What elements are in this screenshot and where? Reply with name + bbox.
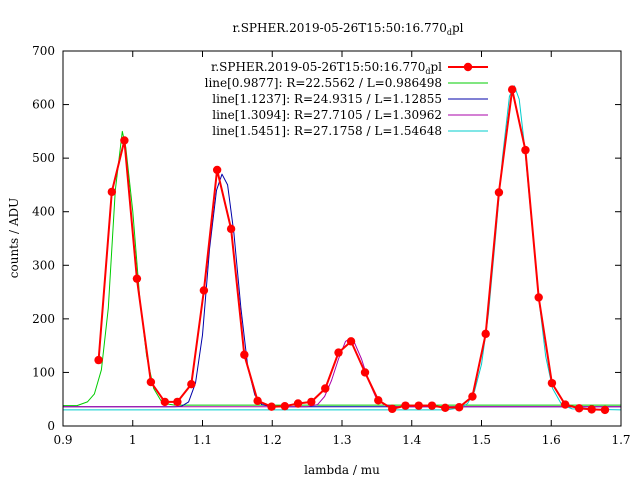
axes: 0.9 1 1.1 1.2 1.3 1.4 1.5 1.6 1.7 0 100 200 300 400 50… [32, 44, 630, 447]
data-point-32 [521, 145, 530, 155]
data-point-29 [481, 329, 490, 339]
data-point-5 [160, 397, 170, 407]
x-tick-label-2: 1.1 [193, 433, 212, 447]
data-point-33 [534, 293, 543, 302]
data-point-19 [346, 337, 356, 346]
data-point-25 [427, 401, 437, 410]
data-point-15 [293, 399, 303, 408]
y-tick-label-1: 100 [32, 365, 55, 379]
data-point-37 [587, 405, 596, 414]
y-tick-label-2: 200 [32, 312, 55, 326]
y-axis-label: counts / ADU [7, 198, 21, 278]
legend-label-main-0: r.SPHER.2019-05-26T15:50:16.770 [211, 60, 425, 74]
y-tick-label-6: 600 [32, 98, 55, 112]
data-point-22 [388, 404, 397, 414]
data-point-20 [360, 368, 370, 377]
data-point-13 [267, 402, 276, 411]
data-point-28 [468, 392, 477, 401]
data-point-27 [454, 403, 464, 412]
legend-label-suffix-0: pl [430, 60, 442, 74]
data-point-36 [574, 404, 584, 413]
data-point-3 [132, 274, 142, 283]
data-point-26 [441, 403, 450, 412]
chart-title-sub: d [447, 28, 452, 37]
x-tick-label-3: 1.2 [263, 433, 282, 447]
data-point-34 [547, 378, 557, 388]
legend-label-3: line[1.3094]: R=27.7105 / L=1.30962 [212, 108, 442, 122]
legend-label-sub-0: d [425, 67, 430, 76]
data-point-0 [94, 355, 103, 365]
data-point-18 [334, 348, 343, 357]
data-point-2 [120, 136, 129, 145]
data-point-9 [212, 165, 222, 175]
y-tick-label-4: 400 [32, 205, 55, 219]
data-point-38 [600, 405, 610, 415]
chart-title-main: r.SPHER.2019-05-26T15:50:16.770 [232, 21, 446, 35]
data-point-16 [307, 397, 316, 407]
data-point-12 [253, 396, 262, 406]
data-point-35 [561, 400, 570, 409]
data-point-7 [187, 380, 196, 389]
data-point-10 [226, 224, 236, 234]
chart-title-suffix: pl [452, 21, 464, 35]
x-tick-label-8: 1.7 [611, 433, 630, 447]
plot-area [63, 85, 621, 415]
data-point-11 [240, 350, 249, 359]
x-tick-label-5: 1.4 [402, 433, 421, 447]
chart-title: r.SPHER.2019-05-26T15:50:16.770dpl [232, 21, 463, 37]
plot-series-group [63, 85, 621, 415]
x-tick-label-7: 1.6 [542, 433, 561, 447]
data-point-14 [280, 401, 290, 411]
x-tick-label-6: 1.5 [472, 433, 491, 447]
legend-marker-0 [463, 62, 473, 72]
legend: r.SPHER.2019-05-26T15:50:16.770dplline[0… [205, 60, 488, 138]
data-point-1 [107, 187, 117, 197]
y-tick-label-5: 500 [32, 151, 55, 165]
legend-label-4: line[1.5451]: R=27.1758 / L=1.54648 [212, 124, 442, 138]
data-point-21 [374, 396, 383, 405]
x-tick-label-4: 1.3 [332, 433, 351, 447]
x-tick-label-1: 1 [129, 433, 137, 447]
data-point-8 [199, 286, 209, 295]
data-point-24 [414, 401, 423, 410]
data-point-23 [401, 401, 410, 410]
data-point-31 [507, 85, 517, 94]
legend-label-0: r.SPHER.2019-05-26T15:50:16.770dpl [211, 60, 442, 76]
series-line-1 [63, 130, 621, 407]
data-point-6 [173, 397, 182, 407]
y-tick-label-7: 700 [32, 44, 55, 58]
y-tick-label-0: 0 [47, 419, 55, 433]
x-axis-label: lambda / mu [304, 463, 380, 477]
data-point-17 [321, 384, 330, 393]
x-tick-label-0: 0.9 [53, 433, 72, 447]
legend-label-1: line[0.9877]: R=22.5562 / L=0.986498 [205, 76, 442, 90]
legend-label-2: line[1.1237]: R=24.9315 / L=1.12855 [212, 92, 442, 106]
y-tick-label-3: 300 [32, 258, 55, 272]
data-point-4 [146, 377, 156, 387]
data-point-30 [494, 188, 504, 197]
